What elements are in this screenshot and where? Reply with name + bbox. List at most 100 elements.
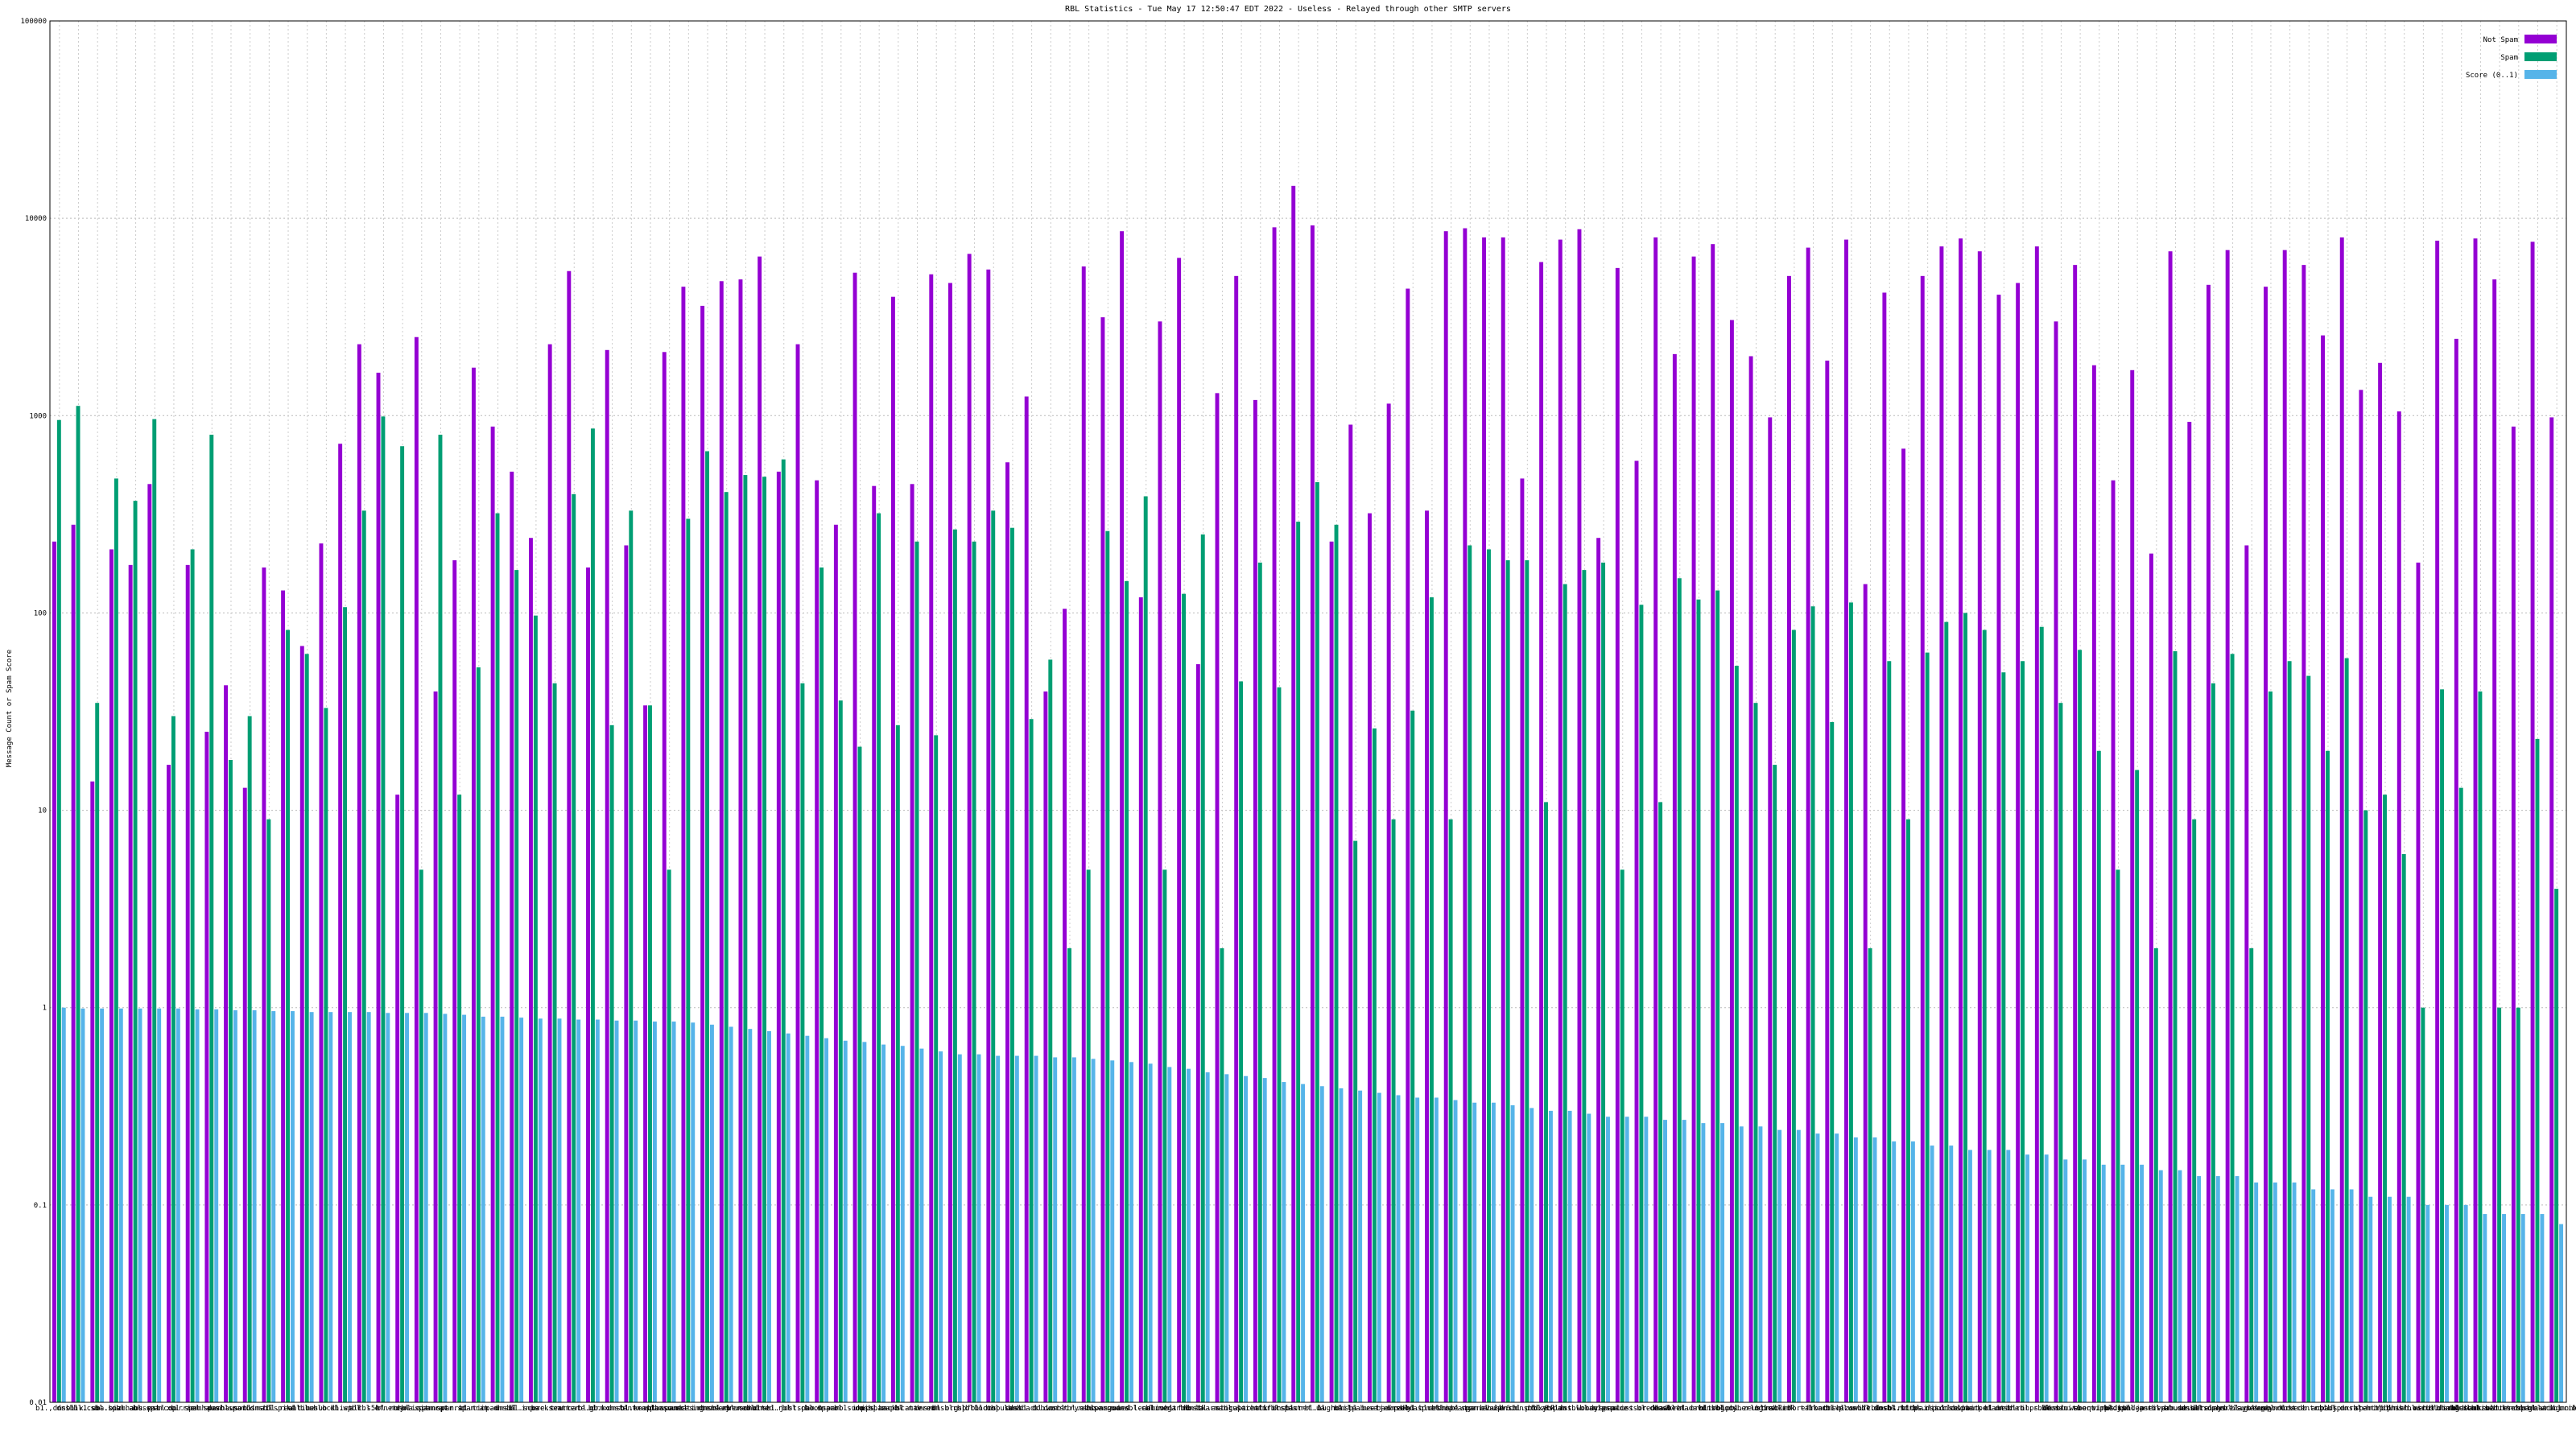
bar [1587, 1113, 1591, 1402]
bar [343, 607, 348, 1402]
bar [567, 270, 572, 1402]
bar [2149, 553, 2153, 1402]
bar [2425, 1204, 2430, 1402]
bar [2158, 1170, 2163, 1402]
bar [100, 1008, 105, 1402]
bar [1539, 262, 1544, 1403]
x-tick-label: dnsbl.madavi [1653, 1405, 1706, 1413]
bar [1368, 513, 1372, 1402]
bar [1949, 1146, 1954, 1402]
x-tick-label: bad.psky [1377, 1405, 1412, 1413]
bar [138, 1008, 142, 1402]
bar [1848, 602, 1853, 1402]
x-tick-label: ips.backscatterer [861, 1405, 936, 1413]
bar [1615, 267, 1620, 1402]
bar [648, 705, 652, 1402]
x-tick-label: bl.drmx [578, 1405, 609, 1413]
bar [2359, 390, 2363, 1402]
bar [2211, 683, 2215, 1402]
bar [1715, 590, 1720, 1402]
bar [76, 406, 80, 1403]
bar [1930, 1146, 1934, 1402]
bar [1272, 227, 1277, 1402]
bar [2540, 1214, 2545, 1402]
bar [1758, 1126, 1763, 1402]
x-tick-label: bl.blocklist [300, 1405, 353, 1413]
bar [724, 492, 729, 1402]
bar [262, 567, 266, 1402]
bar [438, 435, 443, 1403]
bar [209, 435, 214, 1403]
bar [1277, 687, 1282, 1402]
bar [719, 281, 724, 1402]
x-tick-label: rbl.choon [783, 1405, 823, 1413]
bar [2192, 819, 2197, 1402]
bar [2215, 1176, 2220, 1402]
bar [304, 654, 309, 1402]
x-tick-label: rbl.schulte [722, 1405, 770, 1413]
x-tick-label: bl.fmb.la [1165, 1405, 1204, 1413]
x-tick-label: singular.ttk [1216, 1405, 1269, 1413]
x-tick-label: db.wpbl [330, 1405, 361, 1413]
bar [1753, 703, 1758, 1402]
bar [2339, 237, 2344, 1402]
bar [514, 570, 519, 1402]
bar [1853, 1137, 1858, 1402]
bar [2287, 661, 2292, 1402]
bar [348, 1012, 352, 1402]
bar [2383, 795, 2387, 1402]
bar [1987, 1150, 1992, 1402]
bar [2435, 240, 2440, 1402]
x-tick-label: bl.images.msrbl [2429, 1405, 2494, 1413]
bar [1406, 288, 1410, 1403]
x-tick-label: dyna.spamrat [395, 1405, 448, 1413]
x-tick-label: dnsbl.openrelay [2181, 1405, 2247, 1413]
bar [419, 869, 423, 1402]
bar [1977, 251, 1982, 1402]
bar [2421, 1007, 2425, 1402]
x-tick-labels: b1.,dnsbl.xdnsbl-1.ubbl.csma.bizsbl.spam… [35, 1405, 2576, 1413]
bar [500, 1016, 505, 1402]
bar [2264, 287, 2268, 1403]
bar [2440, 689, 2445, 1402]
bar [1348, 424, 1353, 1402]
bar [2483, 1214, 2487, 1402]
bar [1906, 819, 1910, 1402]
bar [762, 477, 767, 1402]
bar [2044, 1154, 2049, 1402]
bar [1810, 606, 1815, 1402]
bar [1182, 593, 1187, 1402]
x-tick-label: rbl.lugh [1300, 1405, 1335, 1413]
x-tick-label: all.s5h [349, 1405, 380, 1413]
bar [476, 667, 481, 1402]
bar [1081, 266, 1086, 1402]
bar [1863, 584, 1868, 1402]
bar [1282, 1082, 1286, 1402]
x-tick-label: fnrbl.fast [1257, 1405, 1301, 1413]
x-tick-label: dnsbl.anticaptcha [1185, 1405, 1259, 1413]
bar [2096, 750, 2101, 1402]
bar [2225, 250, 2230, 1403]
bar [2363, 810, 2368, 1402]
bars-layer [52, 185, 2564, 1403]
bar [286, 630, 290, 1402]
bar [572, 493, 576, 1402]
bar [2083, 1159, 2087, 1402]
bar [1939, 246, 1944, 1402]
bar [1691, 256, 1696, 1402]
bar [1672, 353, 1677, 1403]
bar [1091, 1059, 1096, 1402]
legend-label: Score (0..1) [2466, 72, 2518, 80]
bar [2130, 369, 2135, 1402]
bar [1582, 570, 1587, 1402]
x-tick-label: bl.phish.msrbl [2374, 1405, 2435, 1413]
bar [843, 1040, 848, 1402]
bar [214, 1009, 219, 1402]
bar [819, 567, 824, 1402]
x-tick-label: spamlist.or [1599, 1405, 1647, 1413]
bar [1224, 1074, 1229, 1402]
bar [2549, 417, 2554, 1403]
bar [324, 708, 328, 1402]
x-tick-label: rbl.rbldnsru [2016, 1405, 2068, 1413]
bar [395, 795, 400, 1402]
